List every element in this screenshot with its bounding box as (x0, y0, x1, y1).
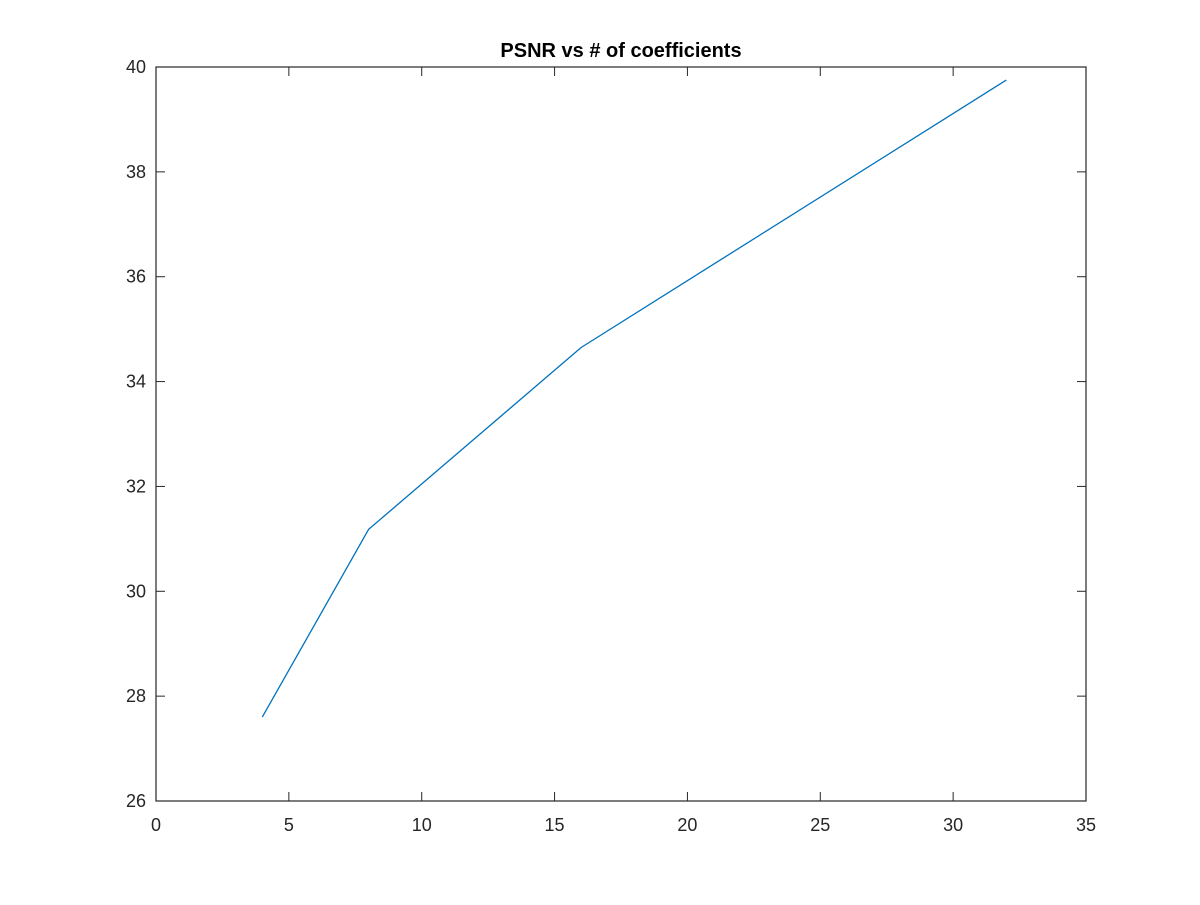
y-tick-labels: 26 28 30 32 34 36 38 40 (126, 57, 146, 811)
y-tick-label: 28 (126, 686, 146, 706)
y-tick-label: 36 (126, 267, 146, 287)
y-tick-label: 38 (126, 162, 146, 182)
x-tick-label: 0 (151, 815, 161, 835)
x-tick-labels: 0 5 10 15 20 25 30 35 (151, 815, 1096, 835)
x-tick-label: 5 (284, 815, 294, 835)
y-tick-label: 40 (126, 57, 146, 77)
x-tick-label: 20 (677, 815, 697, 835)
x-tick-label: 35 (1076, 815, 1096, 835)
plot-background (156, 67, 1086, 801)
y-tick-label: 34 (126, 372, 146, 392)
y-tick-label: 30 (126, 581, 146, 601)
y-tick-label: 26 (126, 791, 146, 811)
chart-title: PSNR vs # of coefficients (500, 40, 741, 62)
y-tick-label: 32 (126, 476, 146, 496)
x-tick-label: 15 (545, 815, 565, 835)
x-tick-label: 10 (412, 815, 432, 835)
x-tick-label: 30 (943, 815, 963, 835)
x-tick-label: 25 (810, 815, 830, 835)
